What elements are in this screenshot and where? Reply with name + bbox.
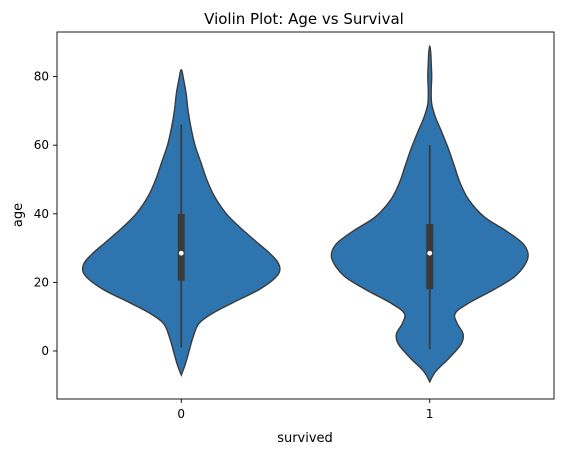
x-axis-label: survived bbox=[277, 431, 333, 446]
plot-area bbox=[81, 45, 529, 384]
violin-iqr-box-0 bbox=[177, 213, 185, 281]
y-tick-label: 0 bbox=[41, 344, 49, 358]
violin-median-1 bbox=[427, 250, 433, 256]
violin-group-0 bbox=[81, 69, 281, 377]
y-tick-label: 80 bbox=[34, 70, 49, 84]
violin-group-1 bbox=[330, 45, 529, 384]
y-tick-label: 20 bbox=[34, 275, 49, 289]
chart-title: Violin Plot: Age vs Survival bbox=[204, 10, 404, 28]
y-tick-label: 40 bbox=[34, 207, 49, 221]
y-axis-label: age bbox=[11, 203, 26, 227]
x-tick-label: 1 bbox=[426, 407, 434, 421]
plot-frame bbox=[56, 31, 555, 400]
violin-iqr-box-1 bbox=[426, 224, 434, 290]
x-tick-label: 0 bbox=[177, 407, 185, 421]
y-tick-label: 60 bbox=[34, 138, 49, 152]
y-axis: 0 20 40 60 80 bbox=[34, 70, 57, 358]
violin-median-0 bbox=[178, 250, 184, 256]
